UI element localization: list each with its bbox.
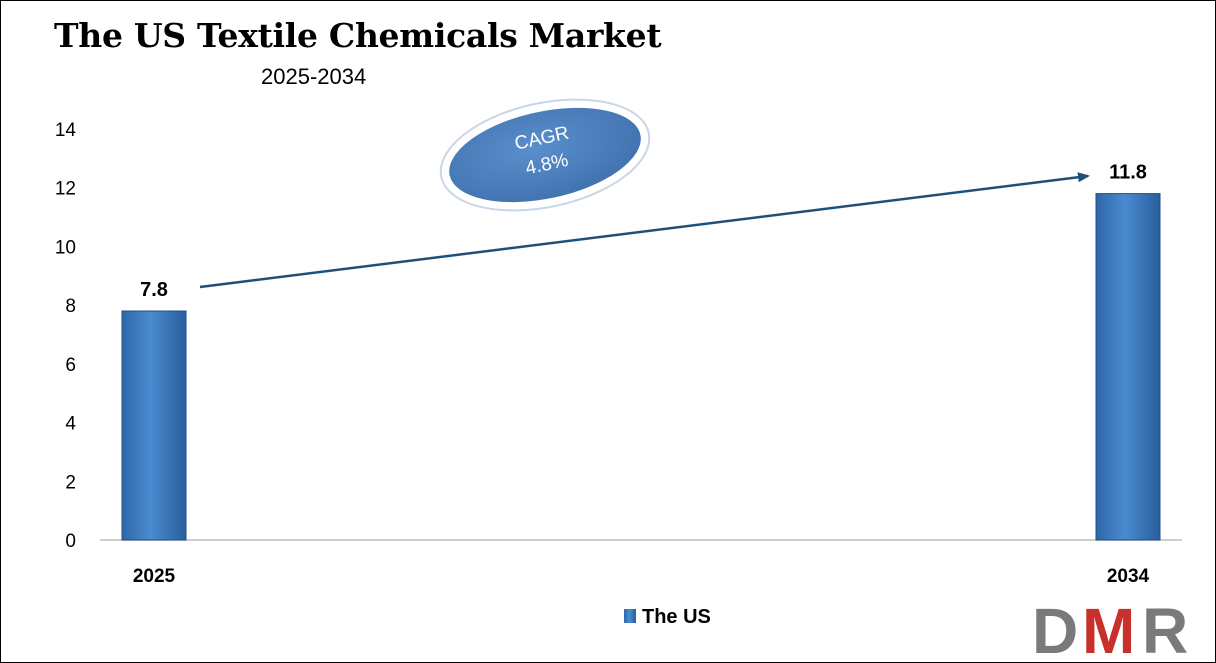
- y-tick-label: 8: [65, 296, 76, 317]
- x-tick-label-2034: 2034: [1107, 566, 1150, 587]
- svg-text:M: M: [1082, 595, 1135, 663]
- bar-2034: [1095, 193, 1161, 541]
- y-tick-label: 10: [55, 237, 76, 258]
- data-labels: 7.8 2025 11.8 2034: [133, 162, 1150, 587]
- svg-text:R: R: [1142, 595, 1188, 663]
- dmr-logo: D M R: [1032, 595, 1188, 663]
- y-tick-label: 14: [55, 120, 77, 141]
- data-label-2034: 11.8: [1109, 162, 1147, 184]
- chart-subtitle: 2025-2034: [261, 64, 367, 89]
- y-tick-label: 6: [65, 355, 76, 376]
- legend-label: The US: [642, 606, 711, 628]
- bar-2025: [121, 310, 187, 541]
- y-tick-label: 12: [55, 179, 76, 200]
- chart-title: The US Textile Chemicals Market: [54, 16, 662, 55]
- y-tick-label: 2: [65, 472, 76, 493]
- svg-text:D: D: [1032, 595, 1078, 663]
- data-label-2025: 7.8: [140, 279, 168, 301]
- legend: The US: [624, 606, 711, 628]
- x-tick-label-2025: 2025: [133, 566, 176, 587]
- y-axis: 0 2 4 6 8 10 12 14: [55, 120, 1182, 552]
- y-tick-label: 4: [65, 414, 76, 435]
- cagr-badge: [439, 98, 651, 212]
- legend-swatch: [624, 609, 636, 623]
- bars: [121, 193, 1161, 541]
- y-tick-label: 0: [65, 531, 76, 552]
- trend-arrow: [199, 172, 1090, 289]
